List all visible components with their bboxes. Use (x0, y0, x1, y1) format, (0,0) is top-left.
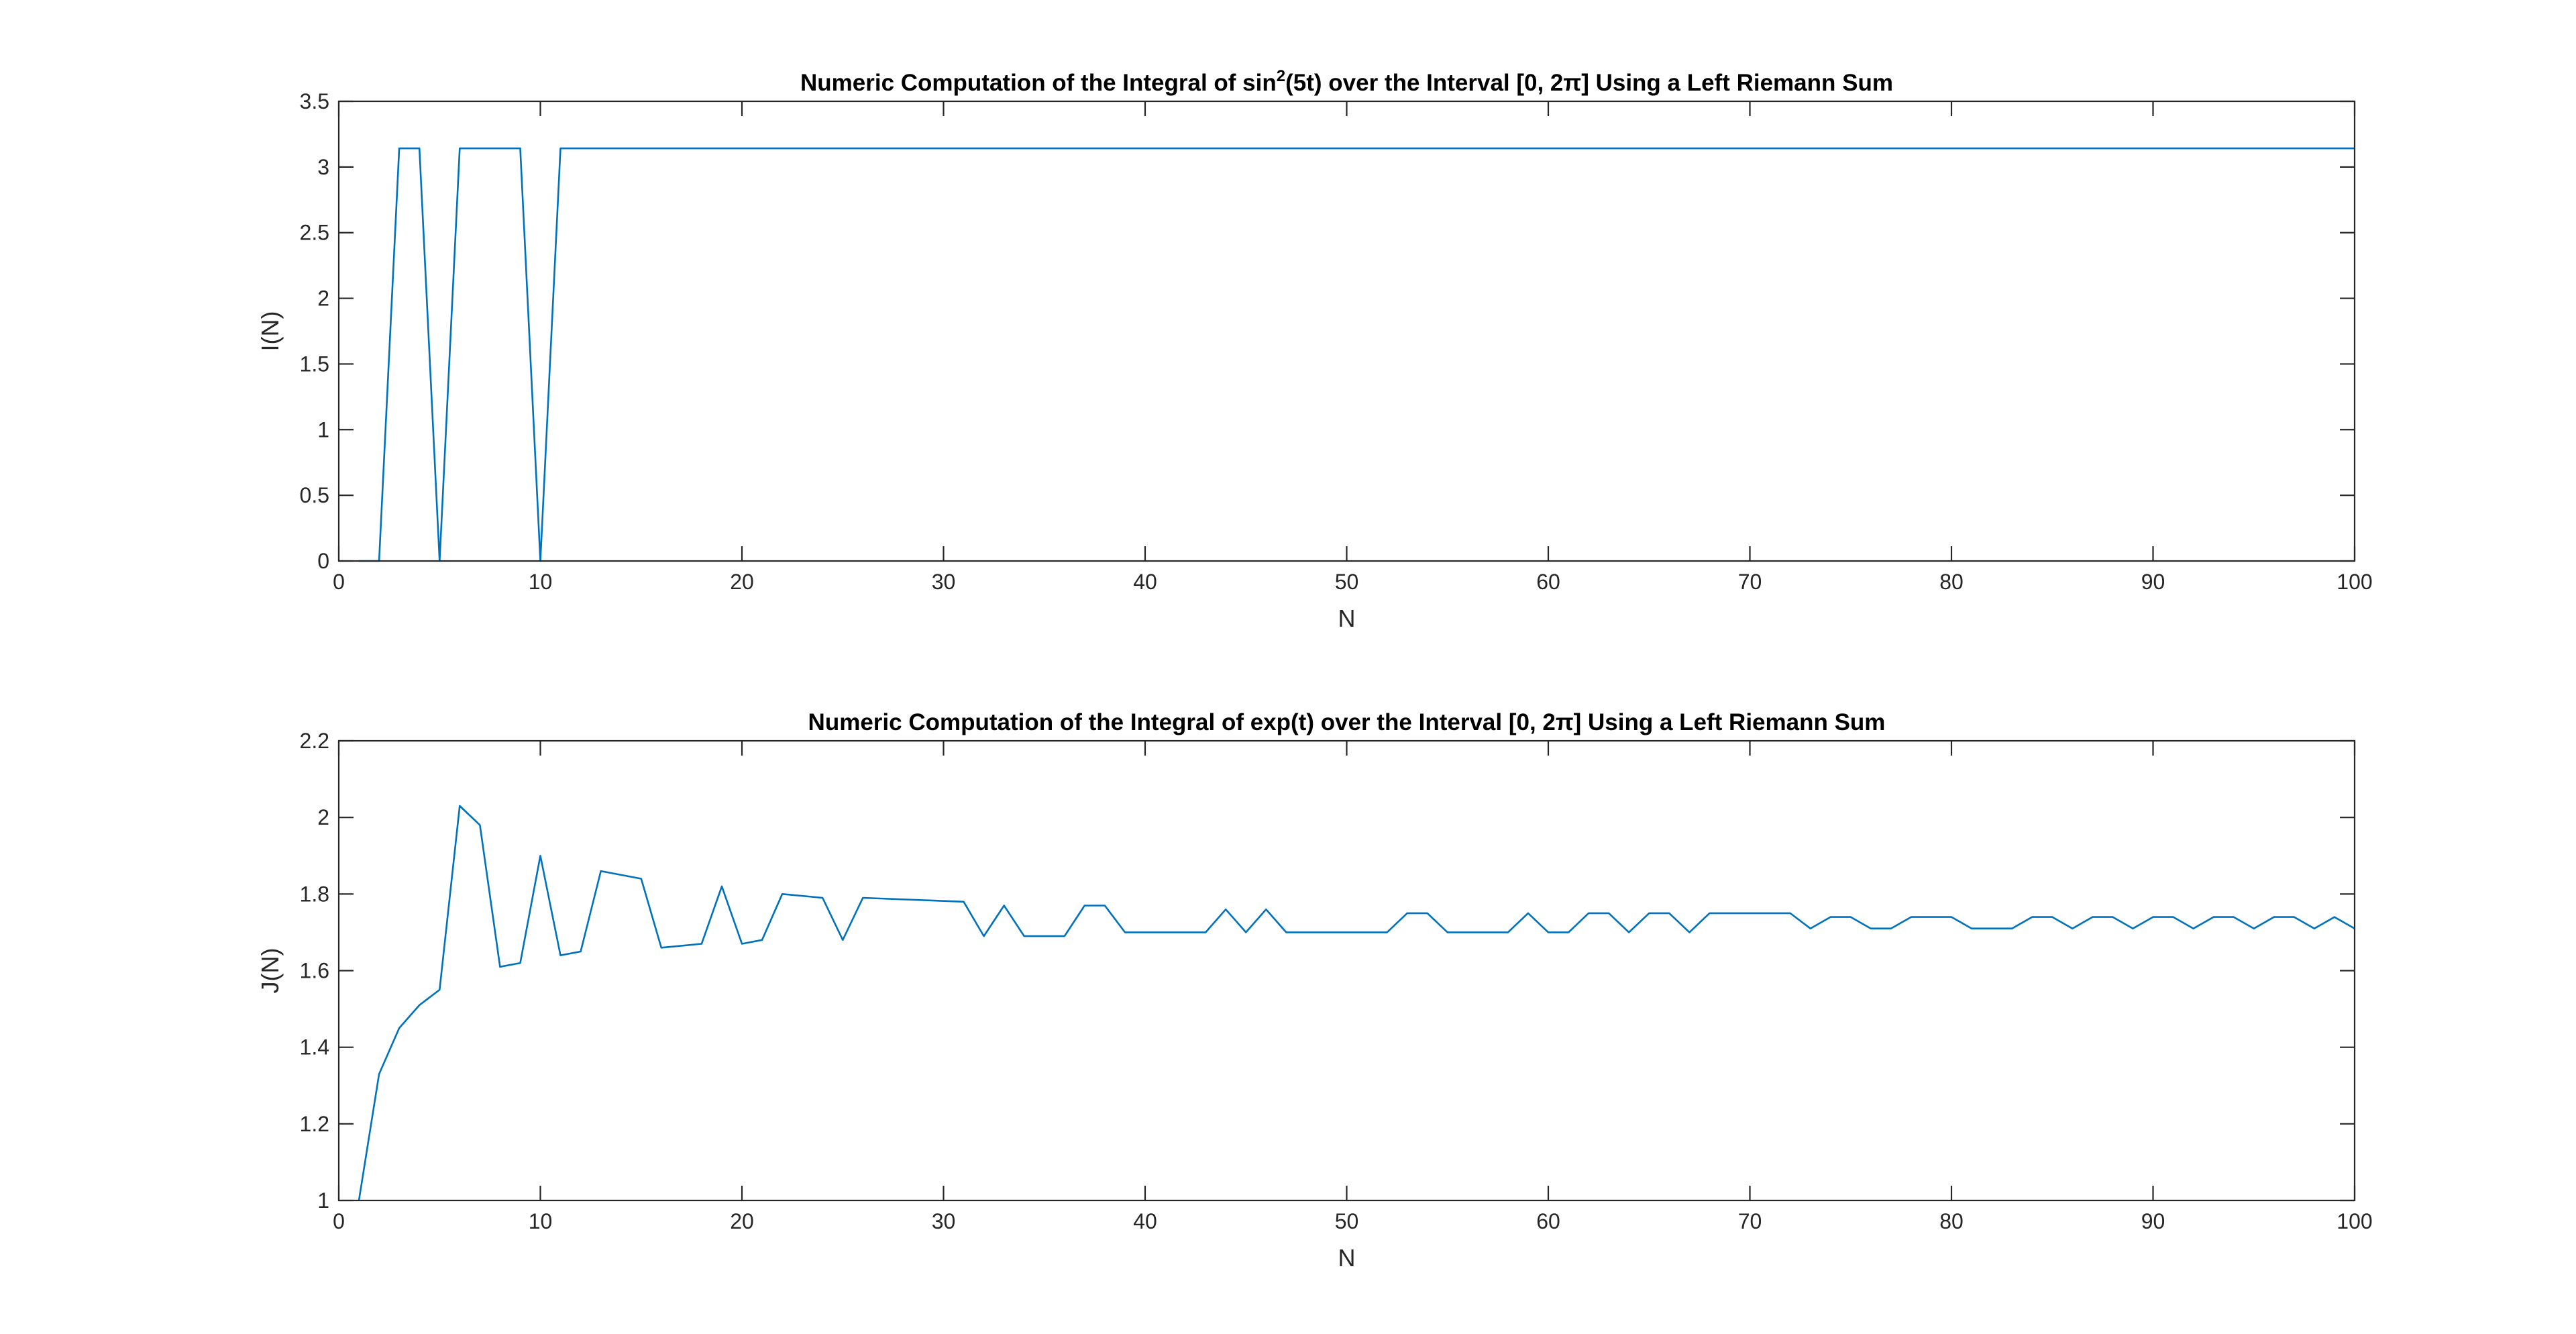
top-subplot-y-tick-label: 1 (317, 417, 329, 442)
bottom-subplot-y-tick-label: 1 (317, 1188, 329, 1213)
top-subplot-y-tick-label: 2.5 (300, 221, 329, 245)
bottom-subplot-ticks: 0 10 20 30 40 50 60 70 80 90 100 1 1.2 1.4 1.6 1.8 2 2.2 (300, 729, 2373, 1233)
bottom-subplot-x-tick-label: 0 (333, 1209, 345, 1233)
top-subplot-y-tick-label: 0 (317, 549, 329, 573)
top-subplot-x-tick-label: 40 (1133, 570, 1157, 594)
bottom-subplot-y-axis-label: J(N) (256, 948, 284, 994)
bottom-subplot-y-tick-label: 1.8 (300, 882, 329, 906)
bottom-subplot-x-tick-label: 30 (932, 1209, 956, 1233)
top-subplot-y-tick-label: 0.5 (300, 483, 329, 507)
bottom-subplot-x-tick-label: 100 (2337, 1209, 2372, 1233)
bottom-subplot-x-tick-label: 10 (529, 1209, 553, 1233)
top-subplot-x-tick-label: 10 (529, 570, 553, 594)
top-subplot-x-tick-label: 60 (1536, 570, 1560, 594)
bottom-subplot-y-tick-label: 2.2 (300, 729, 329, 753)
top-subplot-x-tick-label: 30 (932, 570, 956, 594)
top-subplot-x-tick-label: 20 (730, 570, 754, 594)
bottom-subplot-x-tick-label: 50 (1335, 1209, 1359, 1233)
top-subplot-x-tick-label: 100 (2337, 570, 2372, 594)
top-subplot-x-tick-label: 0 (333, 570, 345, 594)
bottom-subplot-axes-box (337, 739, 2356, 1202)
top-subplot-x-tick-label: 70 (1738, 570, 1762, 594)
bottom-subplot-series-line (358, 805, 2355, 1201)
bottom-subplot-y-tick-label: 1.4 (300, 1035, 329, 1060)
top-subplot-series-line (359, 147, 2355, 562)
bottom-subplot-x-tick-label: 60 (1536, 1209, 1560, 1233)
bottom-subplot-y-tick-label: 1.2 (300, 1112, 329, 1136)
top-subplot-y-tick-label: 3 (317, 155, 329, 179)
bottom-subplot-series (358, 805, 2355, 1201)
bottom-subplot-x-axis-label: N (1338, 1244, 1356, 1272)
bottom-subplot-y-tick-label: 2 (317, 805, 329, 829)
bottom-subplot-x-tick-label: 20 (730, 1209, 754, 1233)
top-subplot-x-tick-label: 90 (2141, 570, 2165, 594)
top-subplot-series (359, 147, 2355, 562)
bottom-subplot-x-tick-label: 40 (1133, 1209, 1157, 1233)
top-subplot-y-axis-label: I(N) (256, 311, 284, 352)
top-subplot: Numeric Computation of the Integral of s… (256, 67, 2373, 632)
top-subplot-x-axis-label: N (1338, 605, 1356, 632)
bottom-subplot-x-tick-label: 90 (2141, 1209, 2165, 1233)
bottom-subplot-title: Numeric Computation of the Integral of e… (808, 709, 1886, 735)
top-subplot-x-tick-label: 50 (1335, 570, 1359, 594)
top-subplot-y-tick-label: 2 (317, 287, 329, 311)
top-subplot-title: Numeric Computation of the Integral of s… (800, 67, 1893, 96)
top-subplot-ticks: 0 10 20 30 40 50 60 70 80 90 100 0 0.5 1 1.5 2 2.5 3 3.5 (300, 89, 2373, 594)
top-subplot-y-tick-label: 1.5 (300, 352, 329, 376)
top-subplot-axes-box (337, 100, 2356, 562)
bottom-subplot-x-tick-label: 80 (1939, 1209, 1964, 1233)
bottom-subplot: Numeric Computation of the Integral of e… (256, 709, 2373, 1272)
bottom-subplot-x-tick-label: 70 (1738, 1209, 1762, 1233)
top-subplot-y-tick-label: 3.5 (300, 89, 329, 113)
bottom-subplot-y-tick-label: 1.6 (300, 959, 329, 983)
top-subplot-x-tick-label: 80 (1939, 570, 1964, 594)
